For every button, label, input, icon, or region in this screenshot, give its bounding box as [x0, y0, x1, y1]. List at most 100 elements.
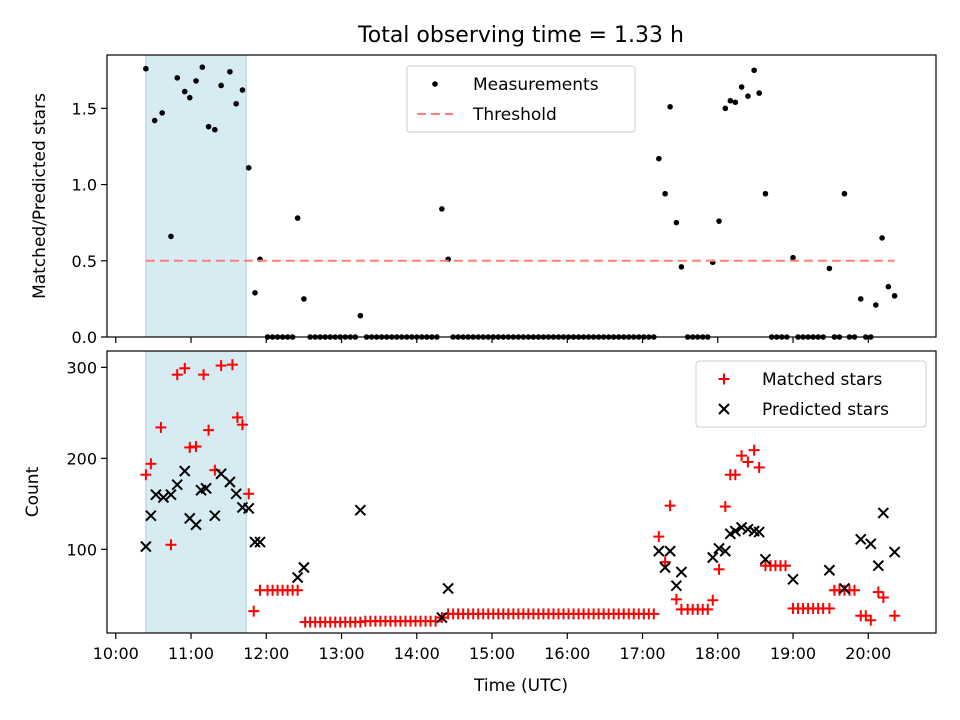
measurements-point: [732, 99, 739, 106]
measurements-point: [143, 65, 149, 72]
measurements-point: [168, 233, 174, 240]
top-axes-frame: [106, 54, 937, 338]
matched-stars-point: [243, 488, 255, 500]
predicted-stars-point: [190, 519, 202, 531]
predicted-stars-point: [707, 551, 719, 564]
top-legend-box: [406, 65, 636, 133]
x-tick-label: 10:00: [93, 644, 139, 663]
predicted-stars-point: [872, 559, 885, 572]
top-y-axis: 0.0 0.5 1.0 1.5: [72, 99, 107, 347]
x-tick-label: 13:00: [318, 644, 364, 663]
bottom-legend-box: [695, 360, 927, 428]
measurements-point: [199, 64, 206, 70]
bottom-y-axis-label: Count: [23, 466, 43, 517]
matched-stars-point: [648, 608, 660, 620]
measurements-point: [756, 90, 762, 96]
predicted-stars-point: [230, 488, 242, 500]
x-tick-label: 16:00: [544, 644, 590, 663]
bottom-axes-frame: [106, 350, 937, 634]
measurements-point: [841, 190, 848, 197]
matched-stars-point: [823, 602, 835, 614]
highlight-span: [145, 350, 247, 634]
matched-stars-point: [140, 469, 152, 481]
matched-stars-point: [877, 592, 889, 604]
predicted-stars-point: [838, 582, 851, 595]
measurements-point: [722, 105, 729, 112]
measurements-point: [227, 68, 233, 75]
predicted-stars-point: [653, 545, 665, 557]
measurements-point: [678, 264, 685, 270]
bottom-panel: 100 200 300 10:00 11:00 12:00 13:00 14:00 15:00…: [23, 350, 937, 696]
measurements-point: [151, 117, 158, 124]
y-tick-label: 1.0: [72, 176, 97, 195]
predicted-stars-point: [254, 536, 266, 548]
measurements-point: [662, 190, 668, 197]
measurements-point: [239, 87, 246, 93]
measurements-point: [891, 293, 898, 299]
predicted-stars-point: [157, 491, 170, 504]
matched-stars-point: [780, 560, 792, 572]
bottom-highlight-layer: [145, 350, 247, 634]
matched-stars-point: [753, 461, 765, 473]
top-panel: 0.0 0.5 1.0 1.5 Matched/Predicted stars Mea…: [30, 54, 937, 347]
x-tick-label: 11:00: [168, 644, 214, 663]
measurements-point: [294, 215, 301, 221]
predicted-stars-point: [436, 611, 448, 624]
matched-stars-point: [145, 458, 157, 470]
predicted-stars-point: [243, 502, 255, 515]
measurements-point: [186, 94, 193, 101]
top-legend: Measurements Threshold: [406, 65, 636, 133]
matched-stars-point: [190, 441, 202, 453]
predicted-stars-point: [713, 542, 725, 555]
predicted-stars-point: [855, 533, 867, 546]
measurements-point: [751, 67, 757, 74]
y-tick-label: 200: [66, 449, 97, 468]
x-tick-label: 19:00: [770, 644, 816, 663]
predicted-stars-point: [659, 561, 671, 574]
predicted-stars-point: [354, 504, 367, 516]
measurements-point: [745, 93, 751, 99]
predicted-stars-point: [200, 482, 212, 495]
legend-label: Threshold: [472, 105, 557, 125]
measurements-point: [218, 82, 224, 89]
matched-stars-point: [865, 614, 877, 626]
measurements-point: [245, 165, 252, 171]
y-tick-label: 0.5: [72, 252, 97, 271]
measurements-point: [738, 84, 745, 90]
predicted-stars-point: [664, 545, 676, 557]
figure-title: Total observing time = 1.33 h: [357, 23, 684, 48]
predicted-stars-point: [298, 561, 310, 574]
predicted-stars-point: [823, 564, 836, 576]
predicted-stars-point: [787, 573, 799, 586]
legend-label: Matched stars: [762, 370, 882, 390]
y-tick-label: 100: [66, 540, 97, 559]
measurements-point: [857, 296, 864, 302]
measurements-point: [252, 289, 258, 296]
predicted-stars-point: [209, 509, 221, 522]
predicted-stars-point: [150, 489, 162, 501]
x-tick-label: 14:00: [394, 644, 440, 663]
x-tick-label: 20:00: [845, 644, 891, 663]
matched-stars-point: [215, 360, 227, 372]
matched-stars-point: [155, 421, 167, 433]
measurements-point: [727, 97, 734, 104]
matched-stars-point: [231, 411, 243, 423]
x-tick-label: 18:00: [695, 644, 741, 663]
measurements-point: [879, 235, 885, 241]
measurements-point: [159, 110, 165, 116]
measurements-point: [357, 312, 364, 319]
measurements-point: [716, 218, 722, 224]
predicted-stars-point: [675, 566, 688, 578]
bottom-y-axis: 100 200 300: [66, 358, 107, 559]
matched-stars-point: [742, 456, 754, 468]
predicted-stars-point: [729, 525, 742, 537]
predicted-stars-point: [753, 526, 765, 538]
predicted-stars-point: [179, 465, 191, 477]
predicted-stars-point: [215, 468, 227, 480]
predicted-stars-point: [442, 582, 454, 595]
legend-label: Measurements: [473, 75, 599, 95]
predicted-stars-point: [865, 538, 877, 550]
matched-stars-point: [872, 586, 884, 598]
predicted-stars-point: [877, 507, 890, 519]
predicted-stars-point: [140, 540, 152, 553]
